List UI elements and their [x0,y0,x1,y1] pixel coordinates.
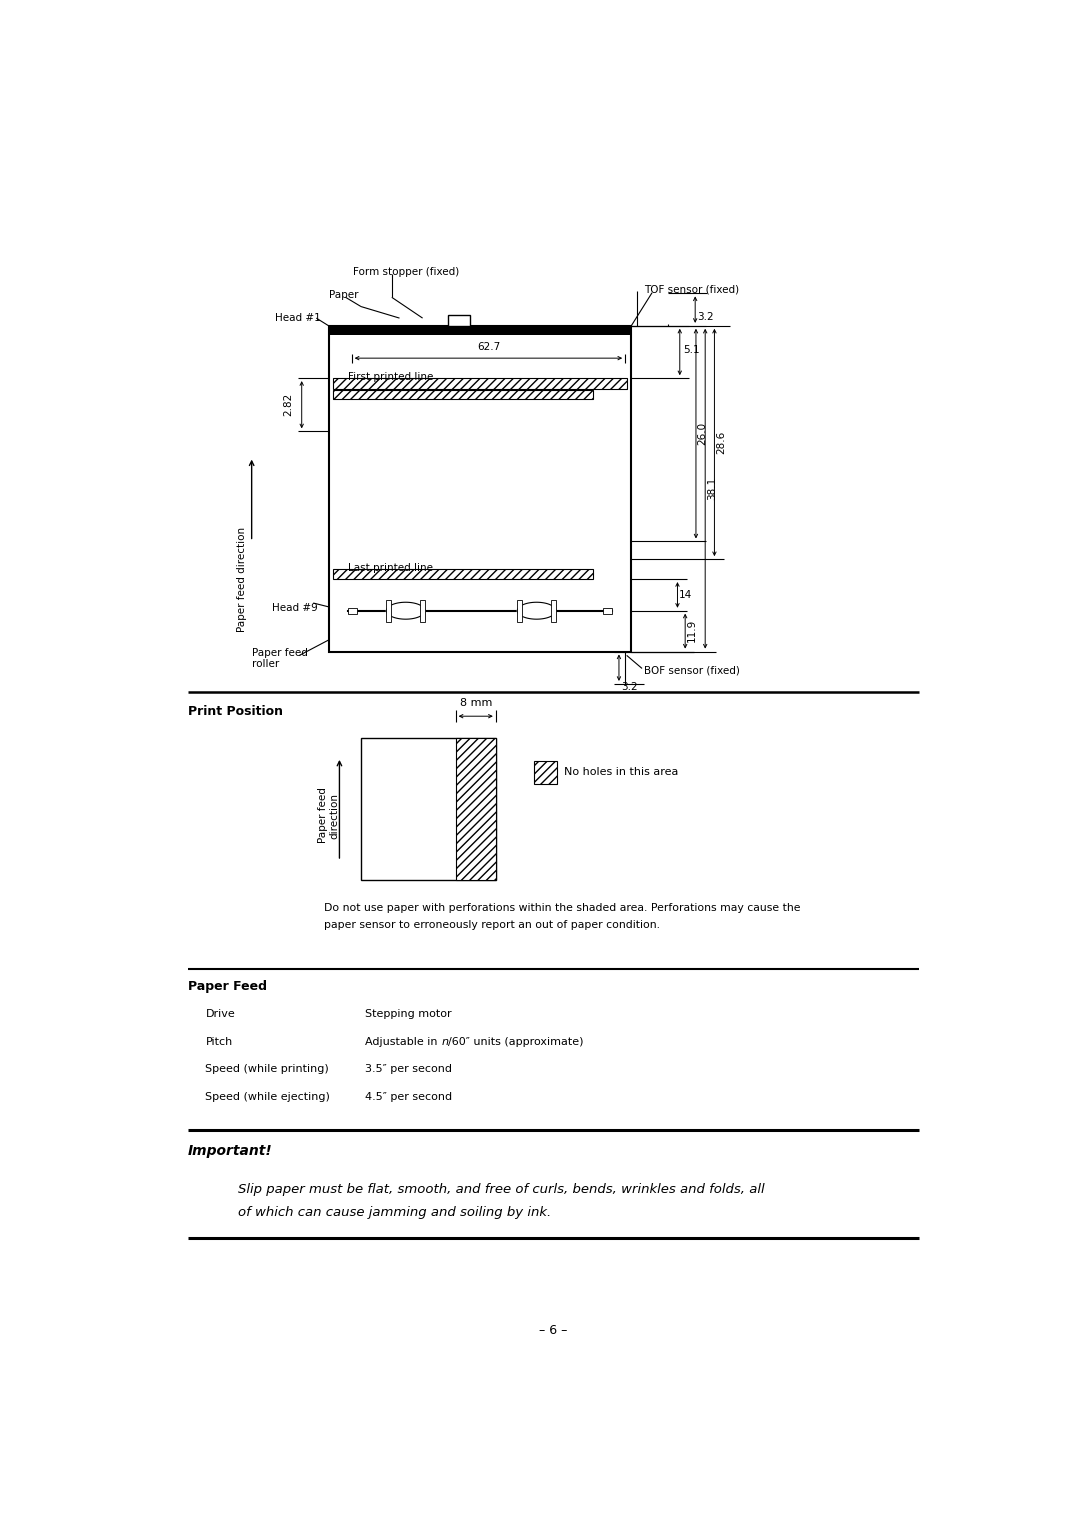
Bar [328,325,632,651]
Text: 3.2: 3.2 [697,312,714,321]
Text: Head #9: Head #9 [272,604,319,613]
Text: 3.2: 3.2 [621,681,638,692]
Text: Form stopper (fixed): Form stopper (fixed) [353,266,460,277]
Bar [603,608,612,614]
Text: Important!: Important! [188,1144,272,1158]
Text: Speed (while printing): Speed (while printing) [205,1063,329,1074]
Text: Last printed line: Last printed line [348,562,433,573]
Bar [456,738,496,880]
Text: 8 mm: 8 mm [460,698,491,709]
Bar [348,608,357,614]
Text: 38.1: 38.1 [706,477,717,500]
Text: TOF sensor (fixed): TOF sensor (fixed) [645,286,740,295]
Text: BOF sensor (fixed): BOF sensor (fixed) [645,665,740,675]
Bar [328,325,632,335]
Text: Stepping motor: Stepping motor [365,1008,451,1019]
Text: Pitch: Pitch [205,1036,232,1047]
Text: First printed line: First printed line [348,371,433,382]
Text: – 6 –: – 6 – [539,1325,568,1337]
Text: Paper feed direction: Paper feed direction [238,527,247,633]
Polygon shape [517,602,556,619]
Text: Print Position: Print Position [188,706,283,718]
Text: /60″ units (approximate): /60″ units (approximate) [448,1036,583,1047]
Text: Paper Feed: Paper Feed [188,979,267,993]
Text: n: n [442,1036,449,1047]
Text: 28.6: 28.6 [716,431,726,454]
Text: 3.5″ per second: 3.5″ per second [365,1063,451,1074]
Text: 26.0: 26.0 [698,422,707,445]
Bar [361,738,496,880]
Text: paper sensor to erroneously report an out of paper condition.: paper sensor to erroneously report an ou… [324,920,660,931]
Bar [448,315,470,325]
Text: 14: 14 [679,590,692,599]
Bar [333,377,627,390]
Bar [333,390,593,399]
Bar [387,599,391,622]
Text: Speed (while ejecting): Speed (while ejecting) [205,1093,330,1102]
Text: 2.82: 2.82 [283,393,293,416]
Text: 5.1: 5.1 [683,345,700,356]
Text: No holes in this area: No holes in this area [564,767,678,778]
Bar [535,761,557,784]
Text: 11.9: 11.9 [687,619,697,642]
Bar [551,599,556,622]
Text: of which can cause jamming and soiling by ink.: of which can cause jamming and soiling b… [238,1206,551,1219]
Polygon shape [387,602,424,619]
Text: Do not use paper with perforations within the shaded area. Perforations may caus: Do not use paper with perforations withi… [324,903,800,914]
Text: Drive: Drive [205,1008,235,1019]
Text: 4.5″ per second: 4.5″ per second [365,1093,451,1102]
Bar [420,599,424,622]
Bar [517,599,522,622]
Text: Paper: Paper [328,290,359,299]
Text: 62.7: 62.7 [476,342,500,351]
Text: Paper feed
roller: Paper feed roller [252,648,308,669]
Text: Adjustable in: Adjustable in [365,1036,441,1047]
Bar [333,568,593,579]
Text: Head #1: Head #1 [274,313,321,322]
Text: Slip paper must be flat, smooth, and free of curls, bends, wrinkles and folds, a: Slip paper must be flat, smooth, and fre… [238,1183,765,1196]
Text: Paper feed
direction: Paper feed direction [318,787,339,843]
